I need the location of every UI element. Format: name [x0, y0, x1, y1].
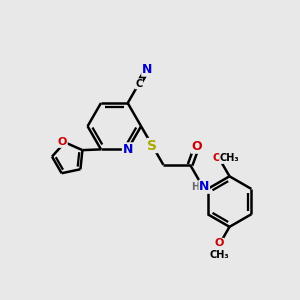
Text: S: S: [147, 139, 157, 152]
Text: CH₃: CH₃: [209, 250, 229, 260]
Text: O: O: [191, 140, 202, 153]
Text: O: O: [213, 153, 222, 163]
Text: N: N: [199, 180, 209, 193]
Text: CH₃: CH₃: [220, 153, 239, 163]
Text: N: N: [142, 63, 152, 76]
Text: C: C: [135, 79, 142, 89]
Text: H: H: [191, 182, 200, 192]
Text: O: O: [58, 137, 67, 147]
Text: O: O: [214, 238, 224, 248]
Text: N: N: [122, 143, 133, 156]
